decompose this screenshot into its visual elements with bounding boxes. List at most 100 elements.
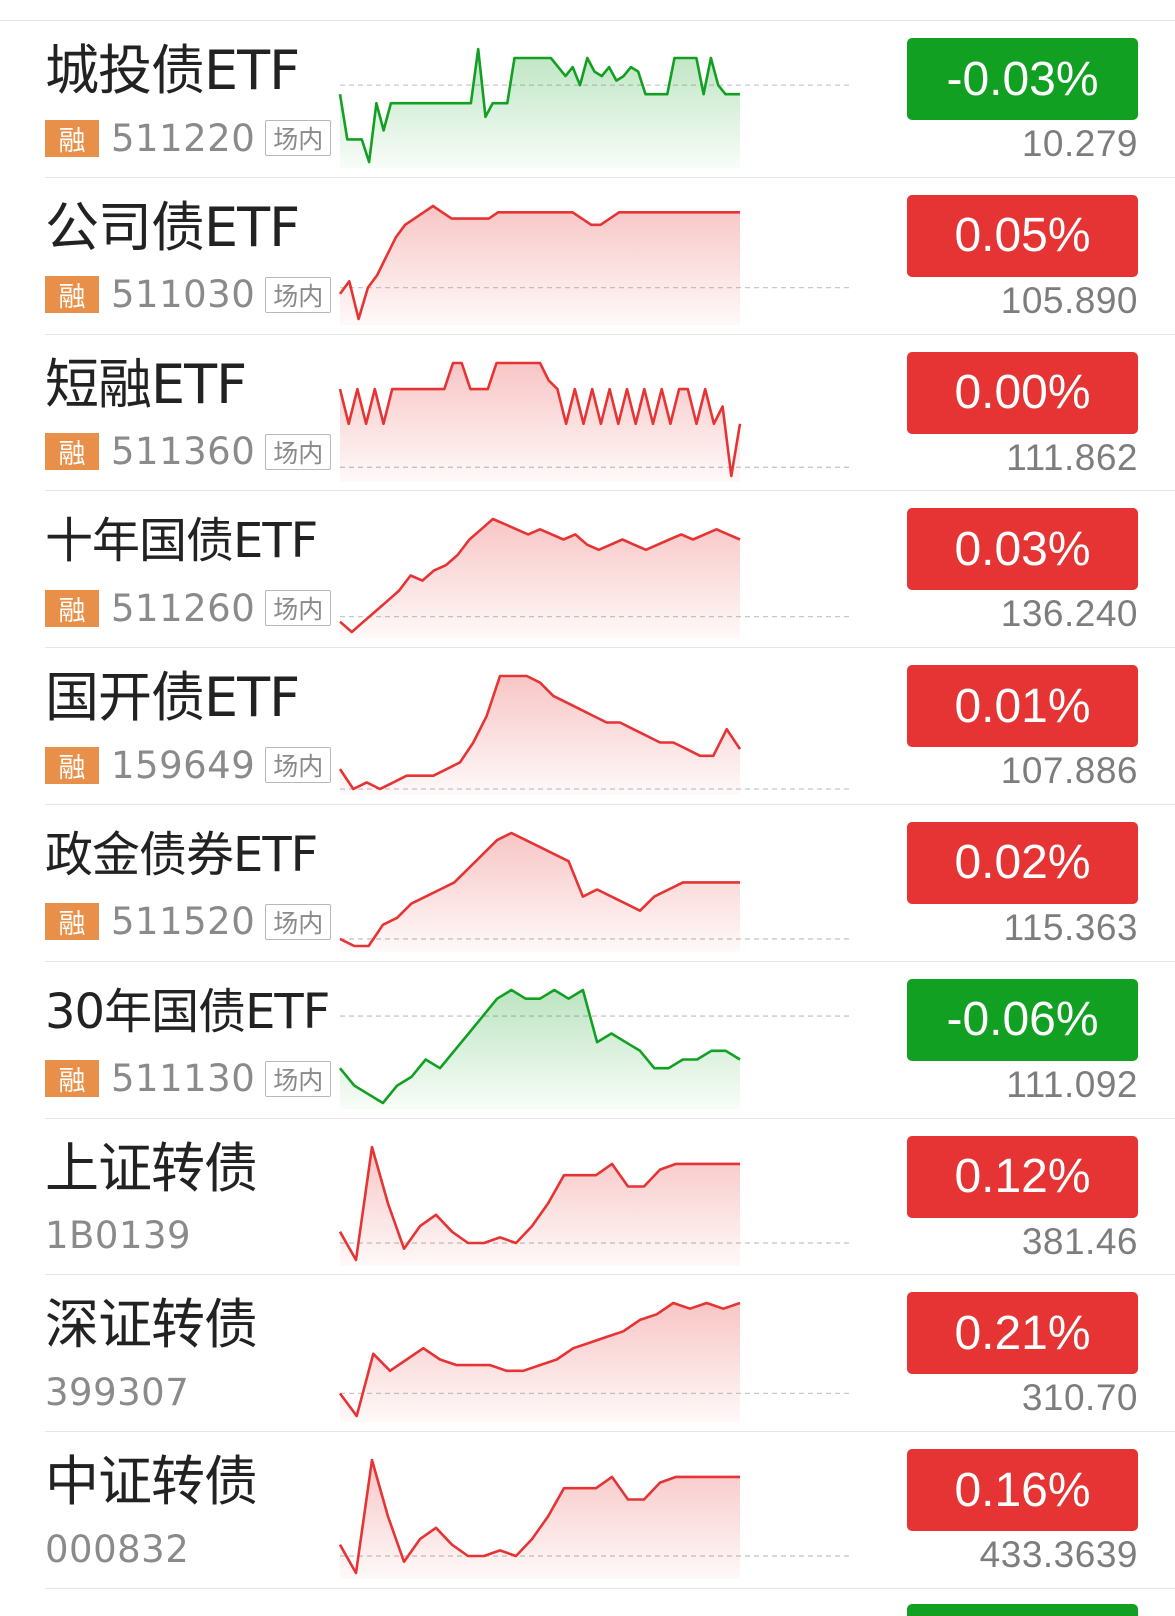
list-item[interactable]: 深证转债 399307 0.21% 310.70: [0, 1275, 1175, 1433]
latest-price: 10.279: [1021, 123, 1138, 164]
security-name: 十年国债ETF: [45, 513, 318, 570]
sparkline-line: [338, 1145, 740, 1261]
change-percent-box[interactable]: -0.06%: [907, 978, 1138, 1061]
row-divider: [45, 176, 1175, 178]
row-divider: [45, 1117, 1175, 1119]
intraday-sparkline: [339, 831, 850, 952]
sparkline-line: [338, 361, 742, 477]
latest-price: 111.092: [1006, 1063, 1138, 1105]
row-divider: [45, 490, 1175, 492]
intraday-sparkline: [338, 204, 850, 325]
sparkline-area: [340, 832, 740, 952]
row-divider: [45, 1587, 1175, 1589]
sparkline-area: [340, 1460, 740, 1580]
security-meta: 399307: [45, 1370, 190, 1414]
list-item[interactable]: 政金债券ETF 融 511520 场内 0.02% 115.363: [0, 805, 1175, 962]
on-exchange-tag: 场内: [265, 276, 332, 313]
sparkline-line: [338, 988, 741, 1105]
security-meta: 融 511220 场内: [45, 116, 332, 160]
sparkline-area: [340, 49, 740, 168]
security-name: 城投债ETF: [45, 39, 300, 102]
intraday-sparkline: [338, 47, 850, 168]
latest-price: 111.862: [1006, 436, 1138, 478]
security-name: 公司债ETF: [45, 195, 300, 259]
change-percent-box[interactable]: 0.03%: [907, 508, 1138, 591]
security-name: 中证转债: [45, 1450, 258, 1514]
intraday-sparkline: [339, 518, 850, 639]
security-code: 511220: [111, 116, 256, 160]
sparkline-area: [340, 205, 740, 325]
list-item[interactable]: 上证转债 1B0139 0.12% 381.46: [0, 1119, 1175, 1276]
row-divider: [45, 333, 1175, 335]
on-exchange-tag: 场内: [265, 590, 332, 627]
sparkline-line: [338, 1302, 741, 1418]
change-percent-box[interactable]: 0.21%: [907, 1292, 1138, 1375]
margin-trading-badge: 融: [45, 589, 99, 627]
row-divider: [45, 647, 1175, 649]
on-exchange-tag: 场内: [265, 120, 332, 156]
change-percent-box[interactable]: 0.12%: [907, 1135, 1138, 1218]
change-percent-box[interactable]: 0.05%: [907, 194, 1138, 277]
security-code: 511260: [111, 586, 256, 630]
sparkline-area: [340, 676, 740, 796]
margin-trading-badge: 融: [45, 746, 99, 784]
list-item[interactable]: 十年国债ETF 融 511260 场内 0.03% 136.240: [0, 491, 1175, 649]
intraday-sparkline: [338, 1458, 850, 1580]
intraday-sparkline: [338, 1145, 850, 1266]
security-name: 上证转债: [45, 1136, 258, 1200]
list-item[interactable]: 30年国债ETF 融 511130 场内 -0.06% 111.092: [0, 962, 1175, 1119]
latest-price: 381.46: [1021, 1220, 1138, 1262]
on-exchange-tag: 场内: [265, 747, 332, 784]
security-code: 511360: [111, 430, 256, 474]
on-exchange-tag: 场内: [265, 1060, 332, 1097]
list-item[interactable]: 国开债ETF 融 159649 场内 0.01% 107.886: [0, 648, 1175, 805]
sparkline-line: [339, 831, 740, 948]
security-meta: 融 511030 场内: [45, 273, 332, 317]
margin-trading-badge: 融: [45, 433, 99, 471]
margin-trading-badge: 融: [45, 119, 99, 157]
security-code: 000832: [45, 1527, 190, 1571]
security-code: 159649: [111, 743, 256, 787]
intraday-sparkline: [338, 1302, 850, 1423]
top-divider: [0, 20, 1175, 21]
intraday-sparkline: [338, 674, 850, 796]
list-item[interactable]: 城投债ETF 融 511220 场内 -0.03% 10.279: [0, 21, 1175, 178]
margin-trading-badge: 融: [45, 276, 99, 314]
change-percent-box[interactable]: 0.01%: [907, 665, 1138, 748]
security-code: 399307: [45, 1370, 190, 1414]
sparkline-area: [340, 519, 740, 639]
sparkline-line: [338, 1458, 740, 1575]
security-meta: 融 159649 场内: [45, 743, 332, 787]
list-item[interactable]: 公司债ETF 融 511030 场内 0.05% 105.890: [0, 178, 1175, 335]
sparkline-area: [340, 362, 740, 482]
change-percent-box[interactable]: 0.00%: [907, 351, 1138, 434]
change-percent-box[interactable]: 0.16%: [907, 1449, 1138, 1532]
sparkline-area: [340, 989, 740, 1109]
row-divider: [45, 803, 1175, 805]
next-row-change-box-partial[interactable]: [907, 1604, 1138, 1616]
change-percent-box[interactable]: -0.03%: [907, 38, 1138, 120]
security-meta: 000832: [45, 1527, 190, 1571]
sparkline-area: [340, 1303, 740, 1423]
security-name: 政金债券ETF: [45, 826, 318, 883]
latest-price: 115.363: [1003, 906, 1138, 948]
on-exchange-tag: 场内: [265, 903, 332, 940]
change-percent-box[interactable]: 0.02%: [907, 821, 1138, 904]
on-exchange-tag: 场内: [265, 433, 332, 470]
security-code: 511130: [111, 1057, 256, 1101]
security-meta: 融 511260 场内: [45, 586, 332, 630]
latest-price: 107.886: [1000, 750, 1138, 792]
sparkline-area: [340, 1146, 740, 1266]
security-name: 深证转债: [45, 1293, 258, 1357]
security-code: 1B0139: [45, 1214, 192, 1258]
security-code: 511030: [111, 273, 256, 317]
security-name: 30年国债ETF: [45, 983, 330, 1040]
intraday-sparkline: [338, 361, 850, 482]
security-meta: 融 511520 场内: [45, 900, 332, 943]
security-meta: 融 511130 场内: [45, 1057, 332, 1101]
list-item[interactable]: 中证转债 000832 0.16% 433.3639: [0, 1432, 1175, 1589]
security-name: 短融ETF: [45, 352, 247, 416]
list-item[interactable]: 短融ETF 融 511360 场内 0.00% 111.862: [0, 335, 1175, 492]
margin-trading-badge: 融: [45, 1060, 99, 1098]
security-name: 国开债ETF: [45, 666, 300, 730]
